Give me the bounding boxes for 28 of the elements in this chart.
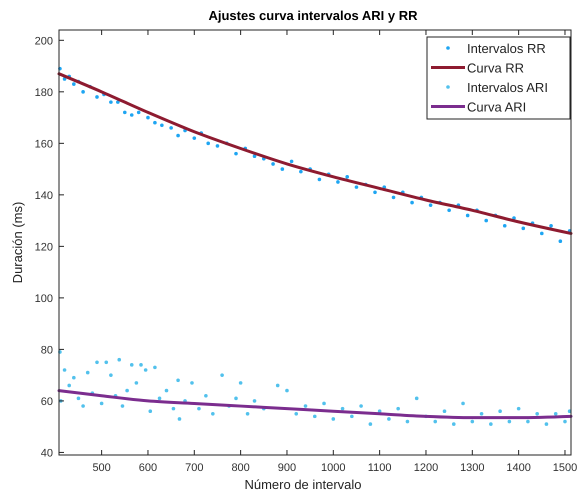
x-tick-label: 1200 (414, 462, 438, 474)
x-tick-label: 500 (92, 462, 111, 474)
x-tick-label: 700 (185, 462, 204, 474)
x-tick-label: 800 (231, 462, 250, 474)
y-tick-label: 100 (34, 292, 53, 305)
legend-label: Intervalos RR (467, 41, 546, 56)
x-tick-label: 1500 (552, 462, 578, 474)
legend-label: Curva RR (467, 60, 524, 76)
y-tick-label: 160 (34, 138, 53, 150)
x-tick-label: 1400 (506, 462, 531, 474)
y-tick-label: 180 (34, 86, 53, 99)
x-tick-label: 1100 (368, 462, 392, 474)
x-tick-label: 1300 (460, 462, 485, 474)
y-tick-label: 80 (40, 344, 53, 356)
y-tick-label: 60 (40, 396, 53, 408)
y-tick-label: 120 (34, 241, 53, 254)
y-tick-label: 200 (34, 35, 53, 48)
x-tick-label: 900 (278, 462, 296, 474)
legend-label: Curva ARI (467, 100, 526, 114)
x-tick-label: 600 (138, 462, 158, 474)
y-tick-label: 140 (34, 190, 53, 202)
y-tick-label: 40 (40, 447, 53, 460)
line-series (58, 389, 572, 420)
legend-label: Intervalos ARI (467, 80, 548, 95)
chart-title: Ajustes curva intervalos ARI y RR (208, 8, 418, 23)
x-axis-title: Número de intervalo (244, 477, 362, 492)
x-tick-label: 1000 (321, 462, 346, 474)
y-axis-title: Duración (ms) (10, 202, 25, 284)
